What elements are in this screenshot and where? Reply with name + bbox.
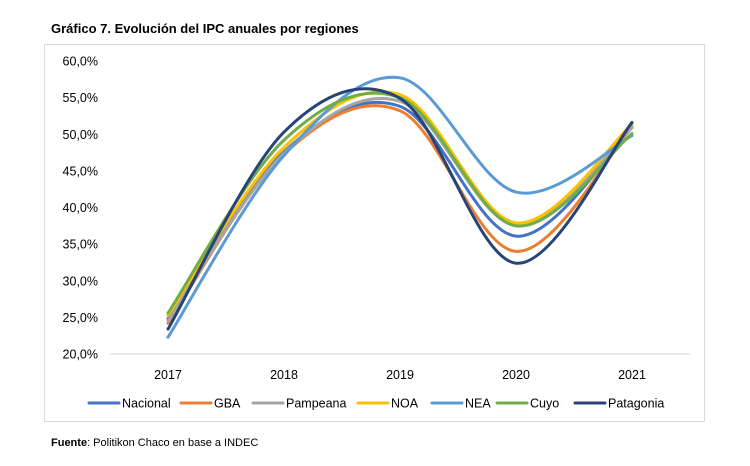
y-tick-label: 45,0% [63,164,98,178]
legend-label-nacional: Nacional [122,397,171,411]
source-text: : Politikon Chaco en base a INDEC [87,437,259,449]
y-tick-label: 20,0% [63,348,98,362]
source-note: Fuente: Politikon Chaco en base a INDEC [51,437,258,449]
y-tick-label: 55,0% [63,91,98,105]
x-tick-label: 2019 [386,368,414,382]
source-label: Fuente [51,437,88,449]
legend-label-nea: NEA [465,397,491,411]
y-tick-label: 40,0% [63,201,98,215]
x-tick-label: 2021 [618,368,646,382]
y-tick-label: 30,0% [63,274,98,288]
legend-label-patagonia: Patagonia [608,397,664,411]
legend-label-pampeana: Pampeana [286,397,347,411]
y-tick-label: 50,0% [63,128,98,142]
y-tick-label: 35,0% [63,238,98,252]
x-tick-label: 2017 [154,368,182,382]
series-line-patagonia [166,87,634,331]
series-line-noa [166,90,634,317]
x-tick-label: 2020 [502,368,530,382]
chart-frame [44,44,705,422]
x-tick-label: 2018 [270,368,298,382]
y-tick-label: 60,0% [63,55,98,69]
series-line-nea [166,75,634,339]
legend-label-gba: GBA [214,397,241,411]
chart-title: Gráfico 7. Evolución del IPC anuales por… [51,21,359,36]
legend-label-cuyo: Cuyo [530,397,559,411]
legend-label-noa: NOA [391,397,419,411]
y-tick-label: 25,0% [63,311,98,325]
